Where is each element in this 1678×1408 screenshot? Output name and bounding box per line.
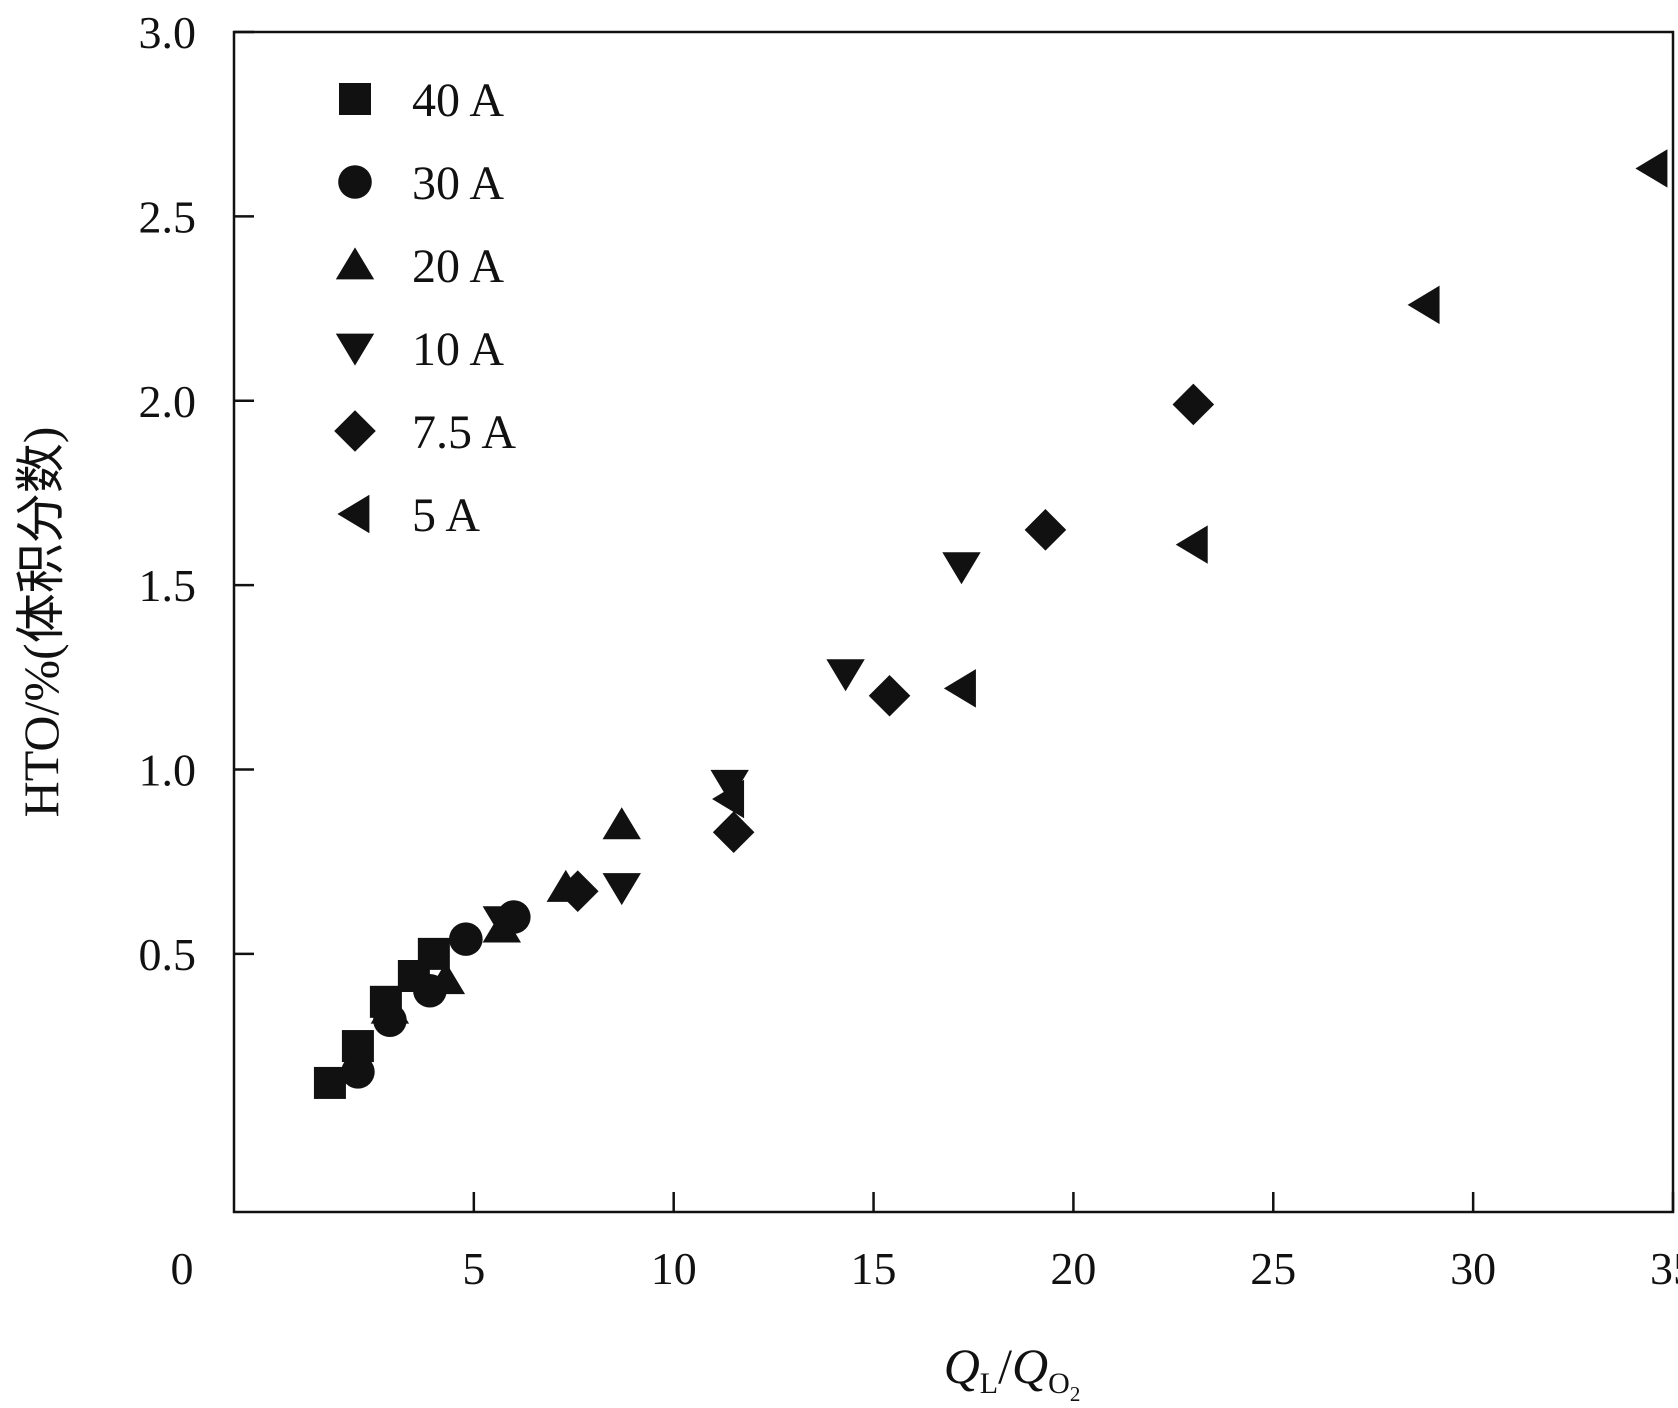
- data-point-diamond: [1172, 383, 1215, 426]
- x-axis-tick-labels: 5 10 15 20 25 30 35 0: [171, 1243, 1678, 1294]
- x-axis-title-sub-2: 2: [1070, 1382, 1081, 1406]
- legend-marker-triangle-down: [335, 333, 375, 366]
- legend: 40 A 30 A 20 A 10 A 7.5 A 5 A: [334, 74, 516, 542]
- data-point-diamond: [1024, 509, 1067, 551]
- data-point-triangle-down: [602, 873, 641, 906]
- data-point-triangle-left: [1407, 285, 1440, 325]
- y-tick-label: 1.0: [139, 745, 197, 796]
- x-axis-title-q2: Q: [1012, 1338, 1048, 1394]
- x-tick-label: 25: [1250, 1243, 1296, 1294]
- x-axis-title-sub-o: O: [1048, 1367, 1070, 1400]
- x-tick-label: 20: [1050, 1243, 1096, 1294]
- y-axis-tick-labels: 0.5 1.0 1.5 2.0 2.5 3.0: [139, 7, 197, 980]
- legend-label: 30 A: [412, 157, 504, 210]
- y-tick-label: 2.5: [139, 191, 197, 242]
- legend-label: 20 A: [412, 240, 504, 293]
- data-point-diamond: [868, 674, 911, 717]
- data-point-triangle-down: [710, 769, 749, 802]
- x-tick-label: 10: [651, 1243, 697, 1294]
- legend-label: 7.5 A: [412, 406, 516, 459]
- x-tick-label: 30: [1450, 1243, 1496, 1294]
- x-tick-label: 15: [851, 1243, 897, 1294]
- data-point-triangle-left: [1175, 525, 1208, 564]
- data-point-triangle-left: [1635, 149, 1668, 188]
- y-tick-label: 2.0: [139, 376, 197, 427]
- legend-marker-triangle-up: [335, 247, 375, 280]
- x-axis-title: QL/QO2: [944, 1338, 1081, 1406]
- data-point-triangle-up: [370, 991, 410, 1024]
- x-axis-ticks: [472, 1192, 1675, 1212]
- data-point-triangle-up: [426, 962, 466, 995]
- legend-label: 40 A: [412, 74, 504, 127]
- legend-marker-square: [339, 83, 371, 115]
- legend-label: 10 A: [412, 323, 504, 376]
- x-axis-title-sub-l: L: [980, 1367, 998, 1400]
- data-points: [313, 149, 1668, 1099]
- legend-label: 5 A: [412, 489, 480, 542]
- y-axis-title: HTO/%(体积分数): [13, 427, 69, 818]
- plot-frame: [232, 30, 1675, 1214]
- data-point-triangle-down: [482, 906, 522, 939]
- x-axis-title-slash: /: [998, 1338, 1012, 1394]
- data-point-square: [313, 1066, 346, 1099]
- data-point-triangle-up: [602, 807, 641, 840]
- y-tick-label: 1.5: [139, 560, 197, 611]
- y-tick-label: 0.5: [139, 929, 197, 980]
- y-tick-label: 3.0: [139, 7, 197, 58]
- data-point-diamond: [712, 811, 755, 853]
- legend-marker-circle: [338, 165, 372, 199]
- legend-marker-diamond: [334, 410, 376, 452]
- x-origin-label: 0: [171, 1243, 194, 1294]
- legend-marker-triangle-left: [337, 494, 370, 534]
- x-axis-title-q1: Q: [944, 1338, 980, 1394]
- data-point-circle: [341, 1055, 375, 1089]
- data-point-triangle-down: [826, 659, 865, 692]
- data-point-triangle-down: [942, 552, 981, 585]
- data-point-triangle-left: [943, 669, 976, 708]
- data-point-circle: [449, 922, 483, 956]
- y-axis-ticks: [234, 30, 254, 956]
- data-point-triangle-left: [712, 779, 745, 819]
- data-point-diamond: [556, 870, 599, 912]
- x-tick-label: 5: [462, 1243, 485, 1294]
- x-tick-label: 35: [1650, 1243, 1678, 1294]
